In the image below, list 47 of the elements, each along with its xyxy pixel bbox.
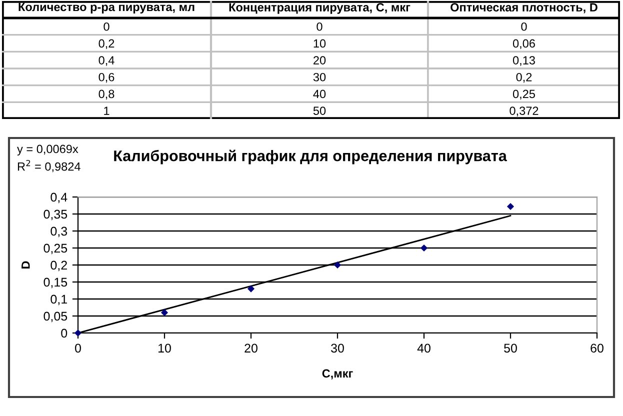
data-label: 0,372 — [510, 106, 538, 116]
y-tick-label: 0,4 — [50, 192, 68, 204]
text: R$^{2}$ = 0,9824 — [18, 160, 80, 172]
data-label: 0,2 — [516, 72, 532, 83]
y-tick-label: 0,25 — [44, 244, 68, 254]
text: y = 0,0069x — [17, 144, 78, 156]
y-tick-label: 0,6 — [98, 72, 114, 83]
data-label: 0 — [521, 22, 527, 31]
y-tick-label: 1 — [104, 106, 110, 115]
y-tick-label: 0,15 — [44, 278, 68, 288]
point — [160, 309, 168, 316]
y-tick-label: 0,2 — [98, 39, 114, 50]
x-axis-title: С,мкг — [322, 369, 353, 380]
x-tick-label: 0 — [75, 344, 81, 353]
y-tick-label: 0,2 — [50, 260, 67, 272]
data-label: 40 — [313, 90, 326, 98]
data-label: 0 — [316, 22, 322, 31]
data-label: 0,06 — [512, 39, 535, 50]
point — [247, 285, 255, 292]
x-tick-label: 20 — [244, 344, 258, 353]
x-tick-label: 10 — [158, 344, 171, 353]
x-tick-label: 50 — [504, 344, 517, 353]
data-label: 0,25 — [512, 90, 535, 100]
y-tick-label: 0,1 — [50, 294, 67, 306]
data-label: 10 — [314, 39, 326, 48]
x-tick-label: Концентрация пирувата, С, мкг — [229, 3, 410, 14]
point — [334, 261, 342, 269]
chart-title: Калибровочный график для определения пирувата — [114, 150, 507, 164]
y-tick-label: 0,3 — [50, 226, 68, 238]
x-tick-label: 60 — [590, 344, 604, 353]
data-label: 20 — [314, 56, 326, 64]
y-tick-label: 0,35 — [44, 210, 68, 220]
point — [506, 202, 514, 210]
y-tick-label: 0 — [104, 22, 110, 31]
y-tick-label: 0,05 — [44, 312, 68, 322]
data-label: 50 — [313, 106, 326, 115]
data-label: 0,13 — [512, 56, 535, 66]
x-tick-label: 40 — [417, 344, 430, 353]
data-label: 30 — [313, 72, 326, 82]
y-tick-label: 0 — [61, 328, 68, 338]
y-tick-label: 0,8 — [98, 90, 114, 100]
point — [420, 244, 428, 252]
y-axis-title: Количество р-ра пирувата, мл — [18, 2, 194, 14]
y-axis-title: D — [22, 261, 30, 268]
x-tick-label: Оптическая плотность, D — [450, 3, 598, 14]
y-tick-label: 0,4 — [98, 56, 114, 66]
x-tick-label: 30 — [331, 344, 344, 353]
